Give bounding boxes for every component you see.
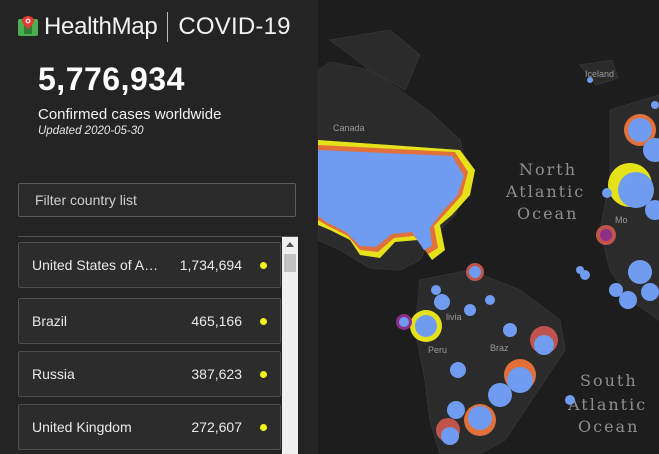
map-label-north: North xyxy=(519,160,577,179)
brand-name: HealthMap xyxy=(44,13,158,40)
brand-subtitle: COVID-19 xyxy=(178,13,291,40)
cluster-europe[interactable] xyxy=(580,77,659,309)
map-label-atlantic-s: Atlantic xyxy=(567,395,647,414)
list-divider xyxy=(18,236,298,237)
country-row-brazil[interactable]: Brazil 465,166 xyxy=(18,298,281,344)
country-count: 1,734,694 xyxy=(179,257,242,273)
scrollbar-thumb[interactable] xyxy=(284,254,296,272)
map-label-brazil: Braz xyxy=(490,343,509,353)
country-row-russia[interactable]: Russia 387,623 xyxy=(18,351,281,397)
map-label-iceland: Iceland xyxy=(585,69,614,79)
country-filter-input[interactable] xyxy=(18,183,296,217)
map-label-peru: Peru xyxy=(428,345,447,355)
severity-dot xyxy=(260,423,267,431)
country-count: 387,623 xyxy=(191,366,242,382)
severity-dot xyxy=(260,317,267,325)
sidebar-panel: HealthMap COVID-19 5,776,934 Confirmed c… xyxy=(0,0,318,454)
updated-date: Updated 2020-05-30 xyxy=(38,125,144,137)
severity-dot xyxy=(260,370,267,378)
total-cases-label: Confirmed cases worldwide xyxy=(38,106,222,123)
total-cases: 5,776,934 xyxy=(38,61,185,97)
country-name: Brazil xyxy=(32,313,68,329)
country-name: Russia xyxy=(32,366,75,382)
scroll-up-arrow-icon[interactable] xyxy=(282,237,298,251)
map-label-ocean-n: Ocean xyxy=(517,204,578,223)
country-count: 272,607 xyxy=(191,419,242,435)
map-label-south: South xyxy=(580,371,638,390)
healthmap-logo-icon xyxy=(18,16,38,36)
country-row-usa[interactable]: United States of America 1,734,694 xyxy=(18,242,281,288)
map-label-morocco: Mo xyxy=(615,215,628,225)
cluster-usa[interactable] xyxy=(318,140,475,260)
brand-separator xyxy=(167,12,169,42)
country-list[interactable]: United States of America 1,734,694 Brazi… xyxy=(18,242,281,454)
map-label-ocean-s: Ocean xyxy=(578,417,639,436)
country-name: United States of America xyxy=(32,257,168,273)
brand-header[interactable]: HealthMap COVID-19 xyxy=(18,11,291,43)
severity-dot xyxy=(260,261,267,269)
country-row-united-kingdom[interactable]: United Kingdom 272,607 xyxy=(18,404,281,450)
country-name: United Kingdom xyxy=(32,419,132,435)
map-label-bolivia: livia xyxy=(446,312,462,322)
country-count: 465,166 xyxy=(191,313,242,329)
list-scrollbar[interactable] xyxy=(282,237,298,454)
map-label-atlantic-n: Atlantic xyxy=(505,182,585,201)
map-label-canada: Canada xyxy=(333,123,365,133)
cluster-latin-america[interactable] xyxy=(396,263,584,445)
